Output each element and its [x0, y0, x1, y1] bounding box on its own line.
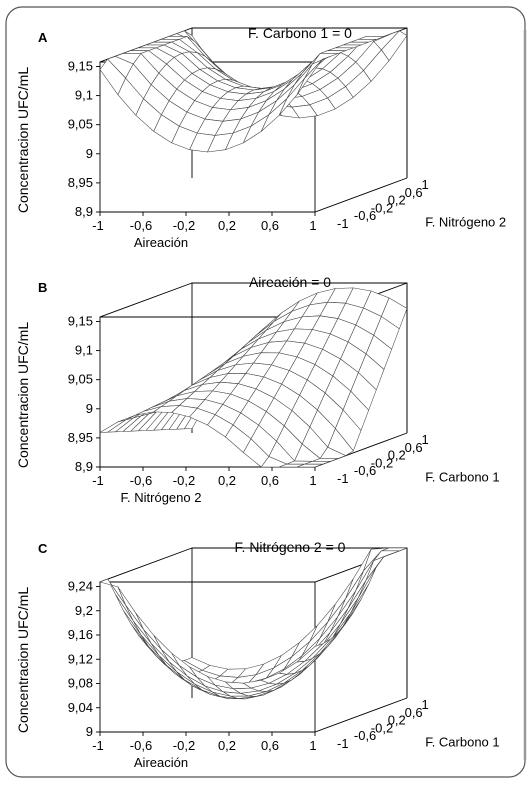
x-axis-label: Aireación — [134, 755, 188, 770]
z-tick-label: 9,1 — [75, 88, 93, 103]
x-axis-label: Aireación — [134, 235, 188, 250]
y-tick-label: -1 — [337, 736, 349, 751]
z-tick-label: 9,05 — [68, 372, 93, 387]
surface-cell — [296, 58, 323, 95]
x-tick-label: 0,2 — [218, 738, 236, 753]
z-tick-label: 9,05 — [68, 117, 93, 132]
x-tick-label: -0,2 — [173, 738, 195, 753]
y-tick-label: -0,2 — [371, 200, 393, 215]
y-tick-label: 0,6 — [405, 440, 423, 455]
z-tick-label: 8,9 — [75, 459, 93, 474]
y-tick-label: -0,6 — [354, 208, 376, 223]
x-tick-label: 1 — [309, 218, 316, 233]
panel-label: B — [38, 280, 47, 295]
z-tick-label: 9,15 — [68, 314, 93, 329]
x-tick-label: -0,2 — [173, 218, 195, 233]
z-tick-label: 8,9 — [75, 204, 93, 219]
y-tick-label: 0,6 — [405, 185, 423, 200]
x-axis-label: F. Nitrógeno 2 — [121, 490, 202, 505]
y-tick-label: 1 — [422, 177, 429, 192]
surface-cell — [296, 643, 323, 663]
y-tick-label: -0,2 — [371, 455, 393, 470]
z-tick-label: 8,95 — [68, 430, 93, 445]
z-tick-label: 9,2 — [75, 603, 93, 618]
surface-mesh — [99, 30, 408, 153]
panel-label: C — [38, 541, 48, 556]
y-tick-label: -1 — [337, 216, 349, 231]
z-axis-label: Concentracion UFC/mL — [15, 67, 31, 213]
z-tick-label: 9,08 — [68, 676, 93, 691]
x-tick-label: -0,6 — [130, 218, 152, 233]
y-tick-label: 0,2 — [388, 193, 406, 208]
x-tick-label: -0,2 — [173, 473, 195, 488]
x-tick-label: 0,6 — [261, 473, 279, 488]
y-tick-label: 0,2 — [388, 713, 406, 728]
z-tick-label: 9,12 — [68, 651, 93, 666]
chart-title: F. Nitrógeno 2 = 0 — [235, 539, 346, 555]
z-tick-label: 9,16 — [68, 627, 93, 642]
x-tick-label: 1 — [309, 738, 316, 753]
x-tick-label: -1 — [92, 738, 104, 753]
z-tick-label: 9,24 — [68, 579, 93, 594]
box-left — [99, 282, 193, 467]
z-tick-label: 9,1 — [75, 343, 93, 358]
z-tick-label: 9 — [86, 401, 93, 416]
y-axis-label: F. Nitrógeno 2 — [425, 215, 506, 230]
y-tick-label: -0,6 — [354, 728, 376, 743]
chart-title: F. Carbono 1 = 0 — [248, 25, 352, 41]
panel-c: C F. Nitrógeno 2 = 0 9 9,04 9,08 9,12 9,16 9,2 9… — [15, 539, 500, 770]
z-axis-label: Concentracion UFC/mL — [15, 322, 31, 468]
y-tick-label: -1 — [337, 471, 349, 486]
y-axis-label: F. Carbono 1 — [425, 470, 499, 485]
z-tick-label: 9 — [86, 146, 93, 161]
box-floor — [100, 177, 408, 213]
surface-mesh — [99, 547, 408, 700]
surface-mesh — [99, 287, 408, 468]
y-tick-label: 1 — [422, 432, 429, 447]
chart-title: Aireación = 0 — [249, 274, 331, 290]
x-tick-label: 0,2 — [218, 218, 236, 233]
panel-a: A F. Carbono 1 = 0 8,9 8,95 9 9,05 9,1 9,15 -1 -0… — [15, 25, 506, 250]
x-tick-label: 0,6 — [261, 218, 279, 233]
z-tick-label: 9,04 — [68, 700, 93, 715]
x-tick-label: -0,6 — [130, 473, 152, 488]
y-tick-label: -0,6 — [354, 463, 376, 478]
z-axis-label: Concentracion UFC/mL — [15, 587, 31, 733]
y-axis-label: F. Carbono 1 — [425, 735, 499, 750]
y-tick-label: 1 — [422, 697, 429, 712]
x-tick-label: 1 — [309, 473, 316, 488]
surface-cell — [125, 604, 152, 644]
z-tick-label: 9 — [86, 724, 93, 739]
x-tick-label: 0,6 — [261, 738, 279, 753]
y-tick-label: 0,6 — [405, 705, 423, 720]
x-tick-label: -0,6 — [130, 738, 152, 753]
surface-cell — [296, 463, 323, 468]
z-tick-label: 8,95 — [68, 175, 93, 190]
x-tick-label: 0,2 — [218, 473, 236, 488]
z-tick-label: 9,15 — [68, 59, 93, 74]
panel-label: A — [38, 30, 48, 45]
x-tick-label: -1 — [92, 473, 104, 488]
box-floor — [100, 697, 408, 733]
y-tick-label: 0,2 — [388, 448, 406, 463]
y-tick-label: -0,2 — [371, 720, 393, 735]
x-tick-label: -1 — [92, 218, 104, 233]
